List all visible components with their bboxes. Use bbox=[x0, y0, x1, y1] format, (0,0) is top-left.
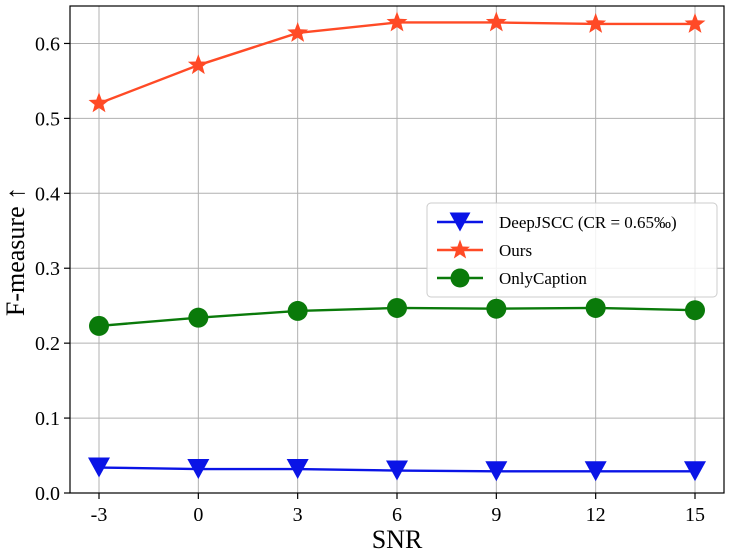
data-point bbox=[88, 92, 110, 113]
x-tick-label: 0 bbox=[193, 504, 203, 526]
legend-item: DeepJSCC (CR = 0.65‰) bbox=[437, 212, 677, 232]
x-tick-label: 15 bbox=[685, 504, 705, 526]
data-point bbox=[188, 307, 209, 328]
legend-label: Ours bbox=[499, 241, 532, 260]
legend-item: OnlyCaption bbox=[437, 268, 587, 288]
data-point bbox=[187, 459, 210, 480]
y-tick-label: 0.0 bbox=[35, 483, 60, 505]
x-tick-label: 6 bbox=[392, 504, 402, 526]
series-triangle-down bbox=[88, 457, 706, 482]
data-point bbox=[386, 11, 408, 32]
series-circle bbox=[89, 297, 705, 336]
data-point bbox=[486, 298, 507, 319]
series-layer bbox=[88, 11, 706, 482]
data-point bbox=[287, 21, 309, 42]
y-tick-label: 0.5 bbox=[35, 108, 60, 130]
data-point bbox=[386, 460, 408, 481]
data-point bbox=[187, 54, 209, 75]
data-point bbox=[286, 459, 309, 480]
legend-marker bbox=[450, 268, 470, 288]
x-tick-label: -3 bbox=[91, 504, 108, 526]
x-tick-label: 3 bbox=[293, 504, 303, 526]
data-point bbox=[387, 297, 407, 318]
legend-marker bbox=[449, 212, 471, 232]
data-point bbox=[685, 300, 705, 321]
legend-label: DeepJSCC (CR = 0.65‰) bbox=[499, 213, 677, 232]
data-point bbox=[585, 12, 607, 33]
legend-marker bbox=[450, 239, 470, 259]
legend: DeepJSCC (CR = 0.65‰) Ours OnlyCaption bbox=[426, 202, 718, 298]
data-point bbox=[684, 12, 706, 33]
legend-item: Ours bbox=[437, 239, 532, 260]
axis-ticks: -3 0 3 6 9 12 15 0.0 0.1 0.2 0.3 0.4 0.5 0.6 bbox=[35, 33, 705, 526]
series-star bbox=[88, 11, 706, 113]
x-tick-label: 12 bbox=[586, 504, 606, 526]
legend-label: OnlyCaption bbox=[499, 269, 587, 288]
data-point bbox=[584, 461, 607, 482]
x-axis-label: SNR bbox=[372, 525, 423, 552]
data-point bbox=[88, 457, 110, 478]
data-point bbox=[485, 11, 507, 32]
y-tick-label: 0.6 bbox=[35, 33, 60, 55]
y-tick-label: 0.4 bbox=[35, 183, 60, 205]
legend-box bbox=[426, 202, 718, 298]
data-point bbox=[485, 461, 508, 482]
data-point bbox=[684, 461, 706, 482]
data-point bbox=[585, 297, 606, 318]
y-tick-label: 0.2 bbox=[35, 333, 60, 355]
data-point bbox=[89, 315, 109, 336]
x-tick-label: 9 bbox=[491, 504, 501, 526]
y-tick-label: 0.1 bbox=[35, 408, 60, 430]
y-axis-label: F-measure ↑ bbox=[1, 187, 30, 316]
data-point bbox=[287, 300, 308, 321]
y-tick-label: 0.3 bbox=[35, 258, 60, 280]
